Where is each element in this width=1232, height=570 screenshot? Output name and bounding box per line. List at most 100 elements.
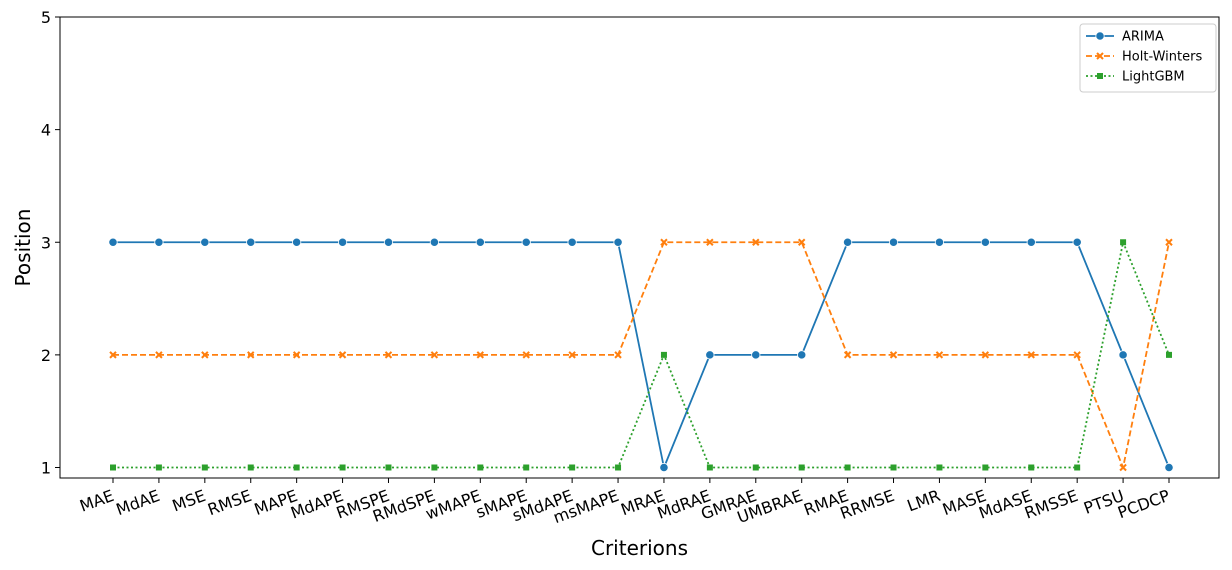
data-point bbox=[706, 238, 714, 246]
data-point bbox=[1164, 462, 1174, 473]
data-point bbox=[705, 350, 715, 360]
data-point bbox=[659, 462, 669, 473]
data-point bbox=[798, 464, 805, 471]
data-point bbox=[982, 464, 989, 471]
data-point bbox=[751, 350, 761, 360]
data-point bbox=[752, 464, 759, 471]
data-point bbox=[339, 464, 346, 471]
legend-marker bbox=[1097, 73, 1103, 79]
data-point bbox=[338, 351, 347, 359]
data-point bbox=[569, 464, 576, 471]
data-point bbox=[477, 464, 484, 471]
series-lightgbm bbox=[110, 239, 1172, 471]
legend-label: LightGBM bbox=[1122, 70, 1185, 85]
data-point bbox=[108, 237, 118, 247]
data-point bbox=[155, 351, 163, 359]
series-line bbox=[113, 241, 1170, 469]
data-point bbox=[797, 350, 807, 360]
data-point bbox=[936, 464, 943, 471]
data-point bbox=[935, 351, 944, 359]
data-point bbox=[843, 237, 853, 247]
data-point bbox=[706, 464, 713, 471]
data-point bbox=[615, 464, 622, 471]
y-axis-title: Position bbox=[11, 209, 35, 287]
data-point bbox=[660, 238, 668, 246]
legend-label: ARIMA bbox=[1122, 30, 1164, 45]
data-point bbox=[110, 464, 116, 471]
data-point bbox=[568, 351, 576, 359]
y-axis: 1 2 3 4 5 bbox=[41, 8, 60, 478]
data-point bbox=[1166, 351, 1172, 358]
x-tick-label: LMR bbox=[905, 486, 943, 515]
data-point bbox=[1120, 239, 1127, 246]
data-point bbox=[523, 464, 530, 471]
legend-marker bbox=[1095, 31, 1105, 41]
data-point bbox=[154, 237, 164, 247]
data-point bbox=[1074, 464, 1081, 471]
series-arima bbox=[108, 237, 1174, 473]
data-point bbox=[1072, 237, 1082, 247]
data-point bbox=[430, 351, 439, 359]
data-point bbox=[1027, 351, 1035, 359]
data-point bbox=[1073, 351, 1081, 359]
data-point bbox=[981, 351, 990, 359]
data-point bbox=[522, 351, 530, 359]
x-axis-title: Criterions bbox=[591, 536, 688, 560]
series-line bbox=[113, 241, 1170, 469]
y-tick-label: 2 bbox=[41, 346, 51, 365]
x-tick-label: PCDCP bbox=[1115, 486, 1173, 522]
data-point bbox=[1165, 238, 1173, 246]
data-point bbox=[1026, 237, 1036, 247]
data-point bbox=[567, 237, 577, 247]
x-tick-label: MSE bbox=[170, 486, 209, 516]
x-tick-label: RMSE bbox=[205, 486, 254, 519]
x-tick-label: MdAE bbox=[113, 486, 162, 519]
data-point bbox=[1119, 463, 1127, 472]
data-point bbox=[109, 351, 117, 359]
data-point bbox=[521, 237, 531, 247]
data-point bbox=[888, 237, 899, 247]
data-point bbox=[200, 237, 210, 247]
data-point bbox=[337, 237, 348, 247]
data-point bbox=[1028, 464, 1035, 471]
data-point bbox=[889, 351, 898, 359]
data-point bbox=[890, 464, 897, 471]
data-point bbox=[246, 237, 256, 247]
data-point bbox=[293, 464, 300, 471]
data-point bbox=[476, 351, 485, 359]
series-line bbox=[113, 241, 1170, 469]
y-tick-label: 3 bbox=[41, 233, 51, 252]
legend-box bbox=[1079, 23, 1217, 93]
series-holt-winters bbox=[109, 238, 1173, 472]
data-point bbox=[429, 237, 439, 247]
data-point bbox=[201, 464, 208, 471]
data-point bbox=[475, 237, 485, 247]
data-point bbox=[247, 464, 254, 471]
x-tick-label: RMSSE bbox=[1022, 486, 1081, 523]
data-point bbox=[1118, 350, 1128, 360]
y-tick-label: 5 bbox=[41, 8, 51, 27]
data-point bbox=[660, 351, 667, 358]
data-point bbox=[843, 351, 852, 359]
data-point bbox=[292, 351, 301, 359]
x-tick-label: MAE bbox=[77, 486, 116, 516]
data-point bbox=[292, 237, 302, 247]
legend-marker bbox=[1096, 52, 1104, 60]
data-point bbox=[980, 237, 990, 247]
y-tick-label: 4 bbox=[41, 121, 51, 140]
data-point bbox=[385, 464, 392, 471]
data-point bbox=[797, 238, 806, 246]
data-point bbox=[934, 237, 945, 247]
data-point bbox=[614, 351, 622, 359]
legend: ARIMA Holt-Winters LightGBM bbox=[1079, 23, 1217, 93]
legend-label: Holt-Winters bbox=[1122, 50, 1202, 65]
data-point bbox=[201, 351, 209, 359]
y-tick-label: 1 bbox=[41, 459, 51, 478]
data-point bbox=[247, 351, 255, 359]
data-point bbox=[431, 464, 438, 471]
data-point bbox=[155, 464, 162, 471]
data-point bbox=[844, 464, 851, 471]
series-layer bbox=[108, 237, 1174, 473]
